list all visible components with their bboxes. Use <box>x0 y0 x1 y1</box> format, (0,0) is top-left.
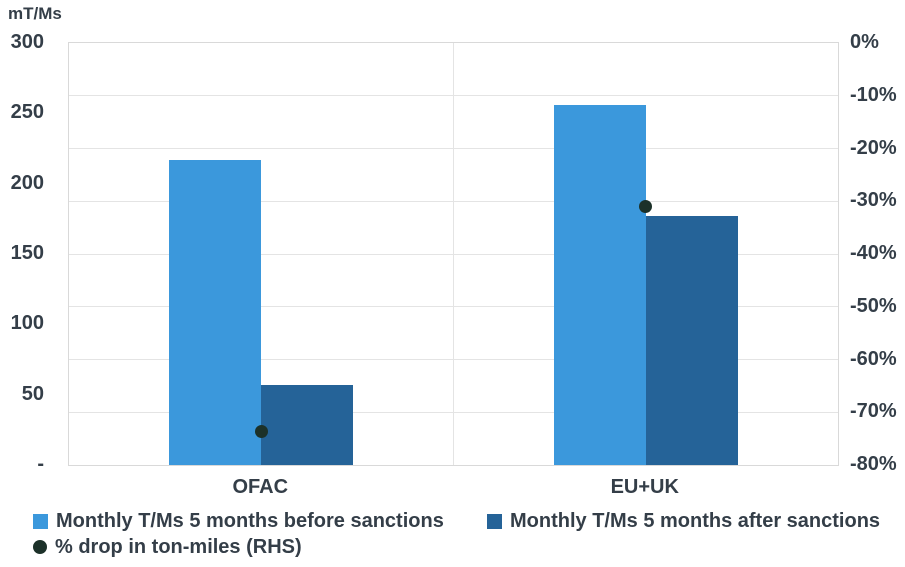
left-tick-100: 100 <box>10 312 44 335</box>
left-tick-200: 200 <box>10 171 44 194</box>
right-tick--10pct: -10% <box>850 83 897 106</box>
left-tick-250: 250 <box>10 101 44 124</box>
category-label-eu+uk: EU+UK <box>610 476 679 498</box>
bar-before-sanctions-eu+uk <box>553 104 646 465</box>
pct-drop-dot-ofac <box>254 425 268 439</box>
legend-item-after-sanctions: Monthly T/Ms 5 months after sanctions <box>487 510 880 532</box>
legend-label-before: Monthly T/Ms 5 months before sanctions <box>56 509 444 532</box>
legend-swatch-after-icon <box>487 513 502 529</box>
gridline-category-divider <box>453 43 454 465</box>
bar-before-sanctions-ofac <box>169 159 262 465</box>
right-tick--70pct: -70% <box>850 400 897 423</box>
bar-after-sanctions-ofac <box>261 384 354 465</box>
legend-label-pct-drop: % drop in ton-miles (RHS) <box>55 535 302 558</box>
bar-after-sanctions-eu+uk <box>645 216 738 465</box>
right-tick--50pct: -50% <box>850 294 897 317</box>
legend-item-pct-drop: % drop in ton-miles (RHS) <box>33 536 302 558</box>
right-tick--80pct: -80% <box>850 453 897 475</box>
legend-swatch-before-icon <box>33 513 48 529</box>
right-tick--60pct: -60% <box>850 347 897 370</box>
left-axis-title: mT/Ms <box>8 4 62 23</box>
pct-drop-dot-eu+uk <box>639 199 653 213</box>
right-tick-0pct: 0% <box>850 31 879 53</box>
category-label-ofac: OFAC <box>232 476 289 498</box>
legend-circle-icon <box>33 540 47 554</box>
left-tick-150: 150 <box>10 242 44 264</box>
left-tick-300: 300 <box>10 31 44 53</box>
right-tick--40pct: -40% <box>850 242 897 264</box>
left-tick--: - <box>37 453 44 475</box>
plot-area <box>68 42 839 466</box>
right-tick--30pct: -30% <box>850 189 897 212</box>
legend-label-after: Monthly T/Ms 5 months after sanctions <box>510 509 881 532</box>
legend-item-before-sanctions: Monthly T/Ms 5 months before sanctions <box>33 510 444 532</box>
left-tick-50: 50 <box>21 382 44 405</box>
right-tick--20pct: -20% <box>850 136 897 159</box>
